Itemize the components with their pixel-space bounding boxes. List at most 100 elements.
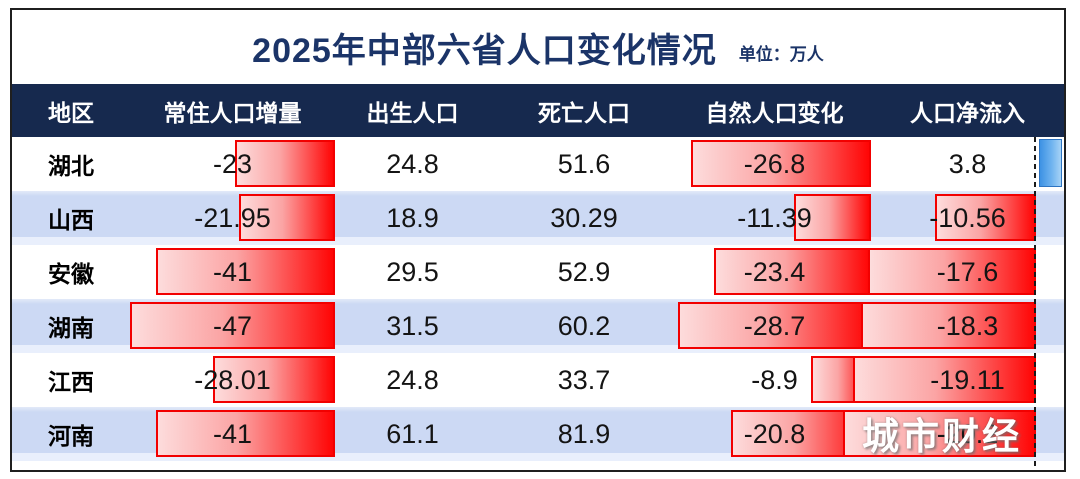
cell-value: 29.5 [386, 256, 439, 287]
table-title: 2025年中部六省人口变化情况 [252, 31, 717, 70]
cell-region: 安徽 [12, 245, 130, 299]
cell-region: 湖南 [12, 299, 130, 353]
watermark-text: 城市财经 [862, 416, 1022, 457]
negative-value-data-bar [212, 356, 335, 403]
cell-deaths: 51.6 [490, 137, 678, 191]
cell-value: 52.9 [557, 256, 611, 287]
cell-region: 河南 [12, 407, 130, 461]
cell-value: -28.7 [743, 310, 806, 341]
cell-value: -10.56 [929, 202, 1006, 233]
cell-resident_change: -41 [130, 245, 335, 299]
cell-region: 湖北 [12, 137, 130, 191]
cell-value: 51.6 [557, 148, 611, 179]
title-bar: 2025年中部六省人口变化情况 单位：万人 [12, 10, 1064, 84]
cell-value: -19.11 [930, 364, 1005, 395]
cell-births: 18.9 [335, 191, 490, 245]
table-frame: 2025年中部六省人口变化情况 单位：万人 地区 常住人口增量 出生人口 死亡人口 自然… [10, 8, 1066, 472]
column-header-births: 出生人口 [366, 99, 459, 126]
region-label: 山西 [48, 207, 94, 233]
negative-value-data-bar [678, 302, 871, 349]
cell-births: 24.8 [335, 137, 490, 191]
column-header-region: 地区 [48, 99, 94, 126]
negative-value-data-bar [156, 248, 335, 295]
table-row: 湖南 -47 31.5 60.2 -28.7 -18.3 [12, 299, 1064, 353]
unit-label: 单位：万人 [738, 44, 824, 64]
table-body: 湖北 -23 24.8 51.6 -26.8 3.8 山西 -21.95 18.9 30.29 -1… [12, 137, 1064, 461]
cell-net_inflow: -19.11 [853, 353, 1064, 407]
cell-resident_change: -23 [130, 137, 335, 191]
cell-value: 31.5 [386, 310, 439, 341]
cell-value: -20.8 [743, 418, 806, 449]
negative-value-data-bar [861, 302, 1036, 349]
negative-value-data-bar [690, 140, 871, 187]
cell-natural_change: -11.39 [678, 191, 871, 245]
cell-value: 30.29 [550, 202, 618, 233]
negative-value-data-bar [935, 194, 1036, 241]
cell-natural_change: -28.7 [678, 299, 871, 353]
cell-value: -20.2 [936, 418, 999, 449]
cell-value: 81.9 [557, 418, 611, 449]
cell-value: -28.01 [194, 364, 271, 395]
cell-births: 61.1 [335, 407, 490, 461]
cell-births: 24.8 [335, 353, 490, 407]
cell-deaths: 33.7 [490, 353, 678, 407]
cell-deaths: 52.9 [490, 245, 678, 299]
cell-value: -23 [212, 148, 253, 179]
page-break-dashed-line [1034, 137, 1036, 470]
cell-value: 60.2 [557, 310, 611, 341]
cell-value: -8.9 [751, 364, 798, 395]
table-row: 山西 -21.95 18.9 30.29 -11.39 -10.56 [12, 191, 1064, 245]
cell-deaths: 81.9 [490, 407, 678, 461]
table-row: 江西 -28.01 24.8 33.7 -8.9 -19.11 [12, 353, 1064, 407]
cell-natural_change: -26.8 [678, 137, 871, 191]
cell-value: -41 [212, 256, 253, 287]
cell-net_inflow: -18.3 [861, 299, 1064, 353]
cell-births: 29.5 [335, 245, 490, 299]
region-label: 安徽 [48, 261, 94, 287]
cell-value: 24.8 [386, 364, 439, 395]
region-label: 江西 [48, 369, 94, 395]
negative-value-data-bar [156, 410, 335, 457]
cell-natural_change: -8.9 [678, 353, 871, 407]
column-header-deaths: 死亡人口 [538, 99, 630, 126]
cell-resident_change: -47 [130, 299, 335, 353]
cell-value: -17.6 [936, 256, 999, 287]
column-header-net_inflow: 人口净流入 [910, 99, 1025, 126]
cell-value: 61.1 [386, 418, 439, 449]
cell-value: 18.9 [386, 202, 439, 233]
negative-value-data-bar [239, 194, 335, 241]
cell-net_inflow: -17.6 [867, 245, 1064, 299]
column-header-natural_change: 自然人口变化 [705, 99, 844, 126]
cell-value: -11.39 [737, 202, 812, 233]
region-label: 湖北 [48, 153, 94, 179]
cell-region: 山西 [12, 191, 130, 245]
cell-net_inflow: 3.8 [871, 137, 1064, 191]
table-row: 湖北 -23 24.8 51.6 -26.8 3.8 [12, 137, 1064, 191]
region-label: 河南 [48, 423, 94, 449]
negative-value-data-bar [853, 356, 1036, 403]
cell-value: -26.8 [743, 148, 806, 179]
table-header-row: 地区 常住人口增量 出生人口 死亡人口 自然人口变化 人口净流入 [12, 84, 1064, 137]
cell-births: 31.5 [335, 299, 490, 353]
table-row: 河南 -41 61.1 81.9 -20.8 -20.2 [12, 407, 1064, 461]
cell-value: -41 [212, 418, 253, 449]
cell-value: -47 [212, 310, 253, 341]
table-row: 安徽 -41 29.5 52.9 -23.4 -17.6 [12, 245, 1064, 299]
cell-value: 24.8 [386, 148, 439, 179]
cell-value: 33.7 [557, 364, 611, 395]
cell-region: 江西 [12, 353, 130, 407]
negative-value-data-bar [794, 194, 871, 241]
negative-value-data-bar [713, 248, 871, 295]
cell-resident_change: -21.95 [130, 191, 335, 245]
region-label: 湖南 [48, 315, 94, 341]
cell-value: 3.8 [948, 148, 987, 179]
negative-value-data-bar [130, 302, 335, 349]
cell-resident_change: -41 [130, 407, 335, 461]
cell-deaths: 30.29 [490, 191, 678, 245]
cell-value: -18.3 [936, 310, 999, 341]
cell-net_inflow: -10.56 [871, 191, 1064, 245]
scrollbar-thumb[interactable] [1039, 139, 1062, 187]
cell-deaths: 60.2 [490, 299, 678, 353]
column-header-resident_change: 常住人口增量 [163, 99, 302, 126]
